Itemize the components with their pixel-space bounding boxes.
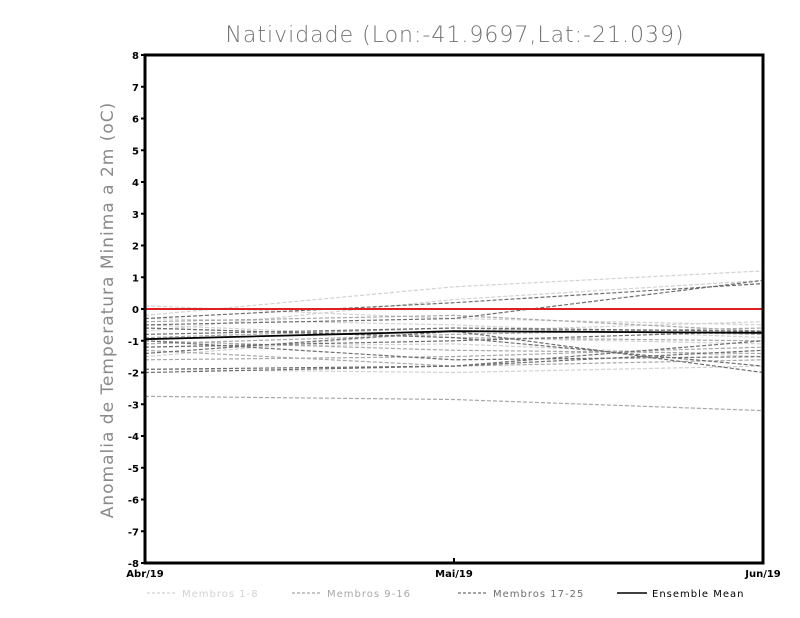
y-tick-label: 1 [132,273,139,284]
series-line-group1-8 [144,317,764,339]
series-line-group3-1 [144,283,764,320]
legend-label: Membros 9-16 [327,589,411,600]
legend-label: Membros 17-25 [493,589,584,600]
x-tick-label: Jun/19 [744,569,781,580]
series-line-group3-5 [144,340,764,361]
series-line-group2-6 [144,340,764,355]
legend-label: Membros 1-8 [182,589,259,600]
mean-layer [144,308,764,341]
x-axis-ticks: Abr/19 Mai/19 Jun/19 [126,558,781,580]
series-layer [144,270,764,412]
series-line-group3-7 [144,330,764,348]
legend-label: Ensemble Mean [652,589,744,600]
y-axis-ticks: 8 7 6 5 4 3 2 1 0 -1 -2 -3 -4 -5 -6 -7 -8 [128,51,145,570]
y-tick-label: -6 [128,496,139,507]
series-line-group2-2 [144,346,764,361]
series-line-group3-8 [144,349,764,370]
y-tick-label: 3 [132,210,139,221]
y-tick-label: 6 [132,115,139,126]
y-tick-label: -7 [128,527,139,538]
series-line-group3-6 [144,279,764,326]
y-tick-label: -3 [128,400,139,411]
y-tick-label: -4 [128,432,139,443]
series-line-group1-5 [144,365,764,374]
legend: Membros 1-8 Membros 9-16 Membros 17-25 Ense… [147,589,744,600]
x-tick-label: Mai/19 [435,569,473,580]
y-tick-label: 5 [132,146,139,157]
x-tick-label: Abr/19 [126,569,163,580]
y-tick-label: 7 [132,83,139,94]
y-tick-label: 4 [132,178,139,189]
y-tick-label: -8 [128,559,139,570]
series-line-group2-8 [144,327,764,345]
chart-title: Natividade (Lon:-41.9697,Lat:-21.039) [225,23,684,48]
series-line-group1-7 [144,321,764,358]
ensemble-mean-line [144,330,764,341]
series-line-group1-1 [144,270,764,316]
series-line-group2-5 [144,314,764,332]
series-line-group3-4 [144,327,764,335]
y-tick-label: 2 [132,242,139,253]
y-tick-label: 0 [132,305,139,316]
y-axis-label: Anomalia de Temperatura Minima a 2m (oC) [98,102,118,519]
y-tick-label: 8 [132,51,139,62]
y-tick-label: -5 [128,464,139,475]
y-tick-label: -2 [128,369,139,380]
series-line-group3-9 [144,327,764,367]
series-line-group2-1 [144,395,764,412]
y-tick-label: -1 [128,337,139,348]
